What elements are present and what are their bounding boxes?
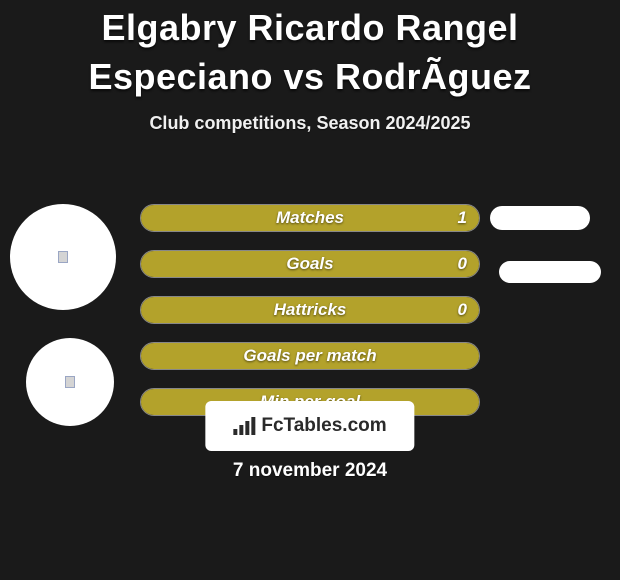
fctables-banner: FcTables.com xyxy=(205,401,414,451)
stat-bar: Matches1 xyxy=(140,204,480,232)
chart-icon xyxy=(233,417,255,435)
banner-text: FcTables.com xyxy=(261,415,386,437)
player-avatar xyxy=(26,338,114,426)
stat-bar-value: 1 xyxy=(458,205,467,231)
page-title: Elgabry Ricardo Rangel Especiano vs Rodr… xyxy=(0,0,620,101)
avatar-placeholder-icon xyxy=(65,376,75,388)
stat-bar: Hattricks0 xyxy=(140,296,480,324)
stat-bar: Goals0 xyxy=(140,250,480,278)
side-pill xyxy=(499,261,601,283)
player-avatar xyxy=(10,204,116,310)
stat-bar: Goals per match xyxy=(140,342,480,370)
avatar-placeholder-icon xyxy=(58,251,68,263)
side-pill xyxy=(490,206,590,230)
stat-bar-label: Goals xyxy=(141,251,479,277)
date-text: 7 november 2024 xyxy=(0,460,620,482)
stat-bar-label: Hattricks xyxy=(141,297,479,323)
subtitle: Club competitions, Season 2024/2025 xyxy=(0,113,620,134)
stat-bars: Matches1Goals0Hattricks0Goals per matchM… xyxy=(140,204,480,434)
stat-bar-label: Matches xyxy=(141,205,479,231)
stat-bar-value: 0 xyxy=(458,251,467,277)
stat-bar-value: 0 xyxy=(458,297,467,323)
stat-bar-label: Goals per match xyxy=(141,343,479,369)
